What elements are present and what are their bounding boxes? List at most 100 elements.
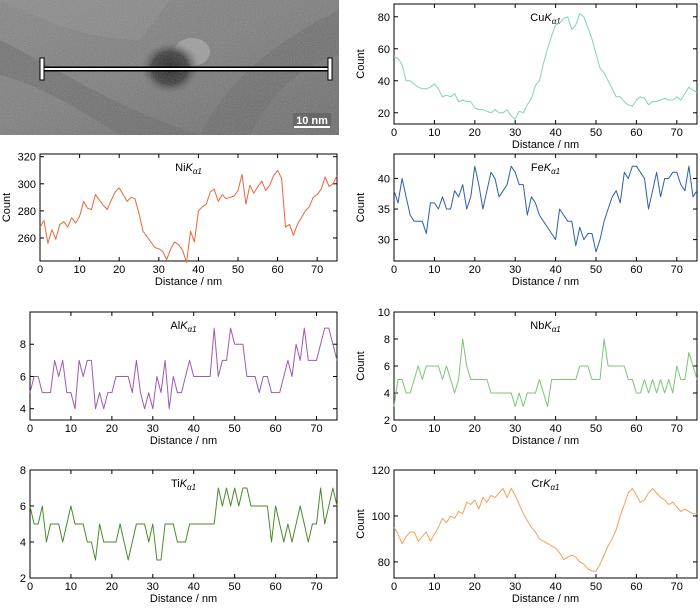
x-tick-label: 60	[630, 127, 642, 139]
y-tick-label: 320	[18, 152, 36, 164]
x-tick-label: 30	[153, 264, 165, 276]
x-tick-label: 70	[311, 264, 323, 276]
x-tick-label: 70	[671, 423, 683, 435]
x-tick-label: 0	[391, 423, 397, 435]
y-tick-label: 8	[20, 465, 26, 477]
x-tick-label: 70	[671, 127, 683, 139]
x-tick-label: 40	[192, 264, 204, 276]
x-tick-label: 20	[469, 127, 481, 139]
x-tick-label: 60	[630, 264, 642, 276]
x-tick-label: 10	[65, 423, 77, 435]
y-tick-label: 8	[384, 334, 390, 346]
x-axis-label: Distance / nm	[512, 435, 579, 447]
y-tick-label: 4	[20, 404, 26, 416]
x-tick-label: 0	[391, 581, 397, 593]
x-tick-label: 10	[428, 264, 440, 276]
y-tick-label: 80	[378, 557, 390, 569]
cu-plot-frame	[393, 3, 698, 125]
fe-series-line	[393, 165, 698, 253]
x-tick-label: 30	[509, 264, 521, 276]
x-tick-label: 30	[509, 127, 521, 139]
x-axis-label: Distance / nm	[150, 593, 217, 605]
x-tick-label: 10	[428, 423, 440, 435]
x-tick-label: 30	[509, 423, 521, 435]
y-tick-label: 2	[384, 415, 390, 427]
x-tick-label: 20	[469, 581, 481, 593]
y-axis-label: Count	[355, 193, 367, 222]
x-tick-label: 10	[428, 127, 440, 139]
ti-panel-title: TiKα1	[171, 478, 196, 492]
x-tick-label: 20	[469, 423, 481, 435]
y-tick-label: 10	[378, 307, 390, 319]
x-tick-label: 40	[549, 423, 561, 435]
y-tick-label: 6	[20, 371, 26, 383]
x-axis-label: Distance / nm	[512, 139, 579, 151]
y-tick-label: 30	[378, 235, 390, 247]
y-tick-label: 60	[378, 44, 390, 56]
x-tick-label: 20	[106, 423, 118, 435]
x-tick-label: 30	[147, 581, 159, 593]
y-tick-label: 4	[20, 537, 26, 549]
y-tick-label: 4	[384, 388, 390, 400]
x-tick-label: 10	[73, 264, 85, 276]
ti-plot-frame	[29, 469, 338, 579]
y-axis-label: Count	[355, 49, 367, 78]
x-tick-label: 30	[509, 581, 521, 593]
y-tick-label: 280	[18, 206, 36, 218]
y-axis-label: Count	[0, 509, 3, 538]
x-tick-label: 20	[469, 264, 481, 276]
x-tick-label: 0	[391, 127, 397, 139]
cr-plot-frame	[393, 469, 698, 579]
x-axis-label: Distance / nm	[150, 435, 217, 447]
x-tick-label: 60	[269, 423, 281, 435]
ni-chart: 0 10 20 30 40 50 60 70 260 280 300 320 Distance / nm…	[1, 152, 338, 288]
x-tick-label: 50	[590, 423, 602, 435]
x-tick-label: 40	[188, 423, 200, 435]
x-tick-label: 60	[630, 423, 642, 435]
x-axis-label: Distance / nm	[512, 593, 579, 605]
scale-bar: 10 nm	[293, 113, 331, 128]
y-axis-label: Count	[355, 351, 367, 380]
y-tick-label: 120	[372, 465, 390, 477]
x-tick-label: 50	[229, 423, 241, 435]
x-tick-label: 60	[630, 581, 642, 593]
x-tick-label: 30	[147, 423, 159, 435]
nb-panel-title: NbKα1	[530, 320, 560, 334]
x-tick-label: 50	[229, 581, 241, 593]
x-axis-label: Distance / nm	[512, 276, 579, 288]
y-tick-label: 8	[20, 339, 26, 351]
x-tick-label: 0	[37, 264, 43, 276]
y-axis-label: Count	[0, 351, 3, 380]
y-tick-label: 6	[384, 361, 390, 373]
x-tick-label: 40	[549, 264, 561, 276]
cu-chart: 0 10 20 30 40 50 60 70 20 40 60 80 Distance / nm Coun…	[355, 3, 698, 151]
x-tick-label: 40	[188, 581, 200, 593]
x-tick-label: 70	[310, 581, 322, 593]
ti-chart: 0 10 20 30 40 50 60 70 2 4 6 8 Distance / nm Count TiK…	[0, 465, 338, 605]
y-tick-label: 40	[378, 173, 390, 185]
y-tick-label: 300	[18, 179, 36, 191]
x-axis-label: Distance / nm	[155, 276, 222, 288]
x-tick-label: 10	[65, 581, 77, 593]
y-axis-label: Count	[355, 509, 367, 538]
fe-panel-title: FeKα1	[531, 162, 560, 176]
x-tick-label: 70	[671, 581, 683, 593]
x-tick-label: 50	[590, 264, 602, 276]
y-tick-label: 20	[378, 108, 390, 120]
fe-plot-frame	[393, 153, 698, 262]
x-tick-label: 0	[27, 423, 33, 435]
y-axis-label: Count	[1, 193, 13, 222]
y-tick-label: 2	[20, 573, 26, 585]
al-plot-frame	[29, 311, 338, 421]
al-chart: 0 10 20 30 40 50 60 70 4 6 8 Distance / nm Count AlKα…	[0, 311, 338, 447]
tem-micrograph: 10 nm	[0, 0, 339, 135]
al-series-line	[29, 327, 338, 410]
ni-panel-title: NiKα1	[175, 162, 202, 176]
scale-bar-label: 10 nm	[296, 115, 328, 127]
x-tick-label: 20	[113, 264, 125, 276]
ti-series-line	[29, 487, 338, 561]
x-tick-label: 0	[391, 264, 397, 276]
y-tick-label: 80	[378, 12, 390, 24]
